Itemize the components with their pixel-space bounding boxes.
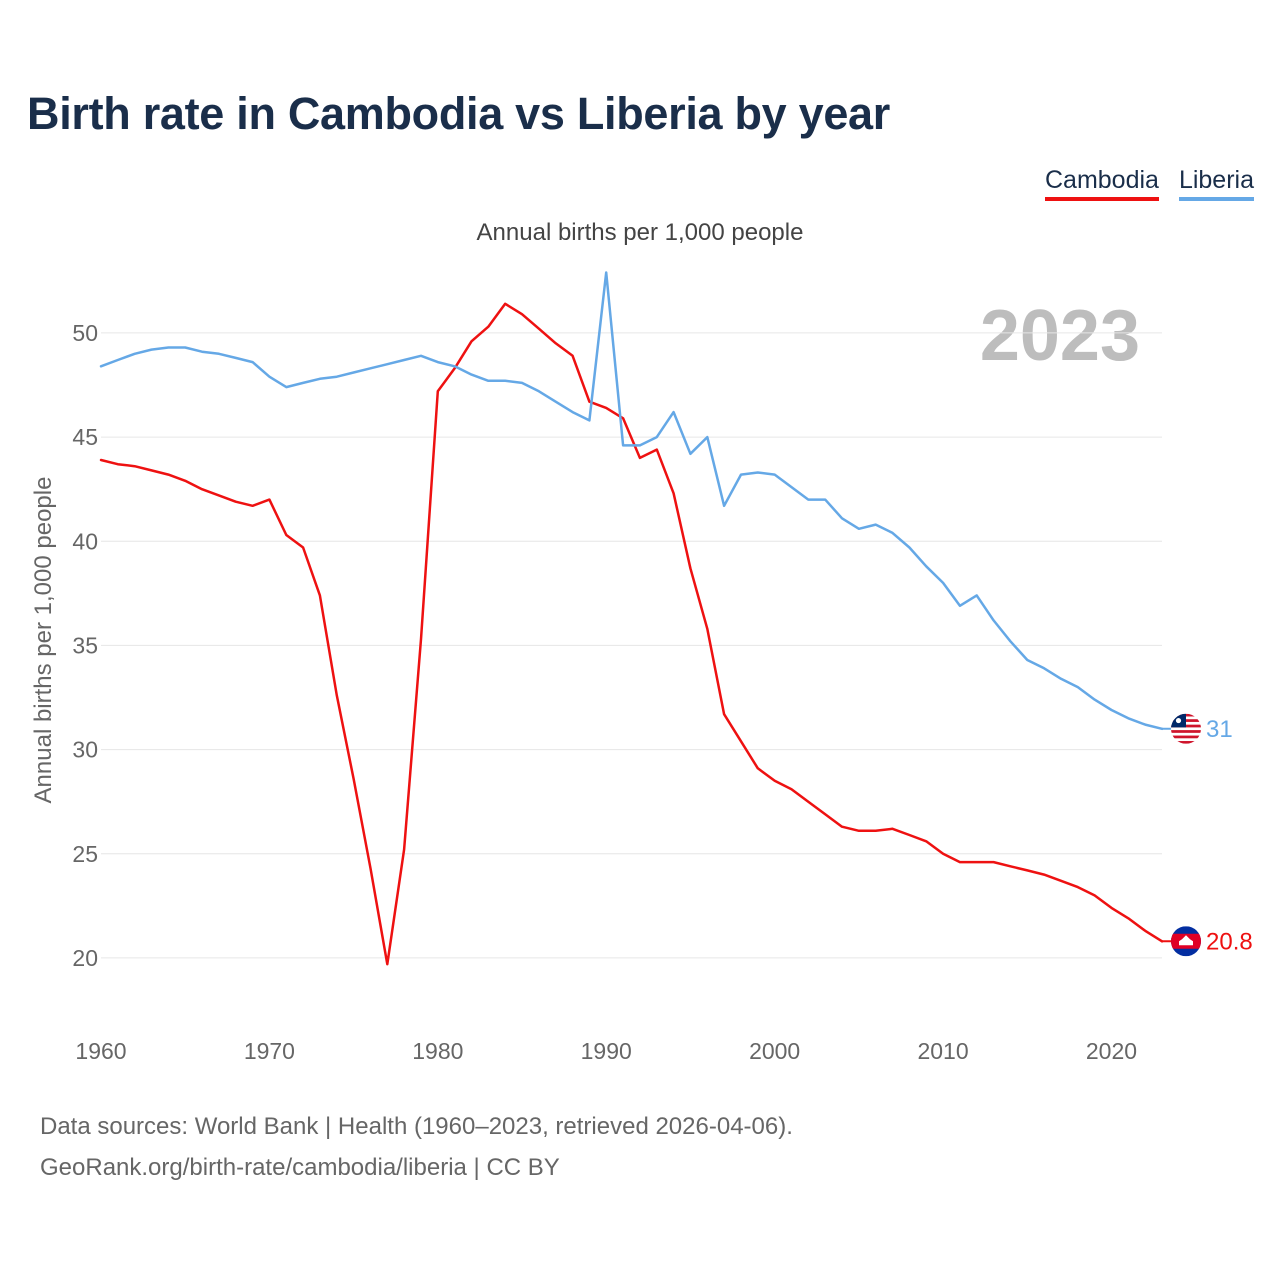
y-tick-label-35: 35 <box>72 632 98 658</box>
source-note: Data sources: World Bank | Health (1960–… <box>40 1106 793 1188</box>
line-chart: Annual births per 1,000 people 2023 Annu… <box>30 219 1253 1064</box>
end-value-label-cambodia: 20.8 <box>1206 928 1253 955</box>
year-label: 2023 <box>980 296 1140 376</box>
source-line-1: Data sources: World Bank | Health (1960–… <box>40 1113 793 1140</box>
source-line-2: GeoRank.org/birth-rate/cambodia/liberia … <box>40 1154 560 1181</box>
chart-title: Birth rate in Cambodia vs Liberia by yea… <box>27 88 890 139</box>
legend-item-cambodia[interactable]: Cambodia <box>1044 166 1159 201</box>
y-tick-label-25: 25 <box>72 841 98 867</box>
x-tick-label-1960: 1960 <box>75 1038 126 1064</box>
series-line-liberia[interactable] <box>99 271 1164 731</box>
x-tick-label-1990: 1990 <box>581 1038 632 1064</box>
y-tick-label-30: 30 <box>72 737 98 763</box>
y-tick-label-50: 50 <box>72 320 98 346</box>
x-tick-label-2010: 2010 <box>917 1038 968 1064</box>
chart-subtitle: Annual births per 1,000 people <box>477 219 804 246</box>
y-tick-label-40: 40 <box>72 528 98 554</box>
x-tick-label-2020: 2020 <box>1086 1038 1137 1064</box>
series-line-cambodia[interactable] <box>99 302 1164 966</box>
y-tick-label-20: 20 <box>72 945 98 971</box>
legend-item-liberia[interactable]: Liberia <box>1178 166 1254 201</box>
x-tick-label-1970: 1970 <box>244 1038 295 1064</box>
y-tick-label-45: 45 <box>72 424 98 450</box>
cambodia-flag-icon <box>1171 926 1201 957</box>
end-value-label-liberia: 31 <box>1206 716 1233 743</box>
y-axis-label: Annual births per 1,000 people <box>30 477 57 804</box>
legend: Cambodia Liberia <box>1044 166 1254 201</box>
x-tick-label-1980: 1980 <box>412 1038 463 1064</box>
liberia-flag-icon <box>1171 713 1201 744</box>
x-tick-label-2000: 2000 <box>749 1038 800 1064</box>
